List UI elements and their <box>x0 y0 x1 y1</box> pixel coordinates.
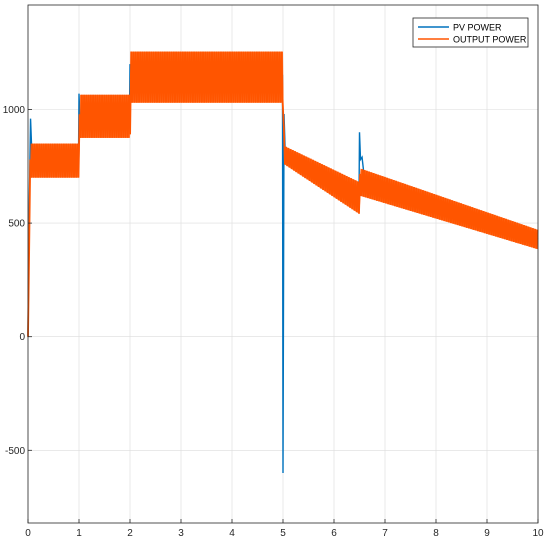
y-tick-label: 1000 <box>3 105 26 116</box>
legend[interactable]: PV POWER OUTPUT POWER <box>412 17 529 48</box>
x-tick-label: 9 <box>484 528 490 539</box>
x-tick-label: 3 <box>178 528 184 539</box>
legend-box <box>412 17 529 48</box>
x-tick-label: 2 <box>127 528 133 539</box>
x-tick-label: 6 <box>331 528 337 539</box>
series-layer <box>27 51 539 474</box>
ticks: 0 1 2 3 4 5 6 7 8 9 10 -500 0 500 1000 <box>3 105 544 539</box>
x-tick-label: 8 <box>433 528 439 539</box>
x-tick-label: 5 <box>280 528 286 539</box>
y-tick-label: -500 <box>5 446 25 457</box>
legend-label-output-power: OUTPUT POWER <box>453 35 527 45</box>
x-tick-label: 1 <box>76 528 82 539</box>
y-tick-label: 500 <box>8 219 25 230</box>
x-tick-label: 4 <box>229 528 235 539</box>
legend-label-pv-power: PV POWER <box>453 23 502 33</box>
x-tick-label: 10 <box>532 528 544 539</box>
y-tick-label: 0 <box>19 332 25 343</box>
x-tick-label: 7 <box>382 528 388 539</box>
x-tick-label: 0 <box>25 528 31 539</box>
